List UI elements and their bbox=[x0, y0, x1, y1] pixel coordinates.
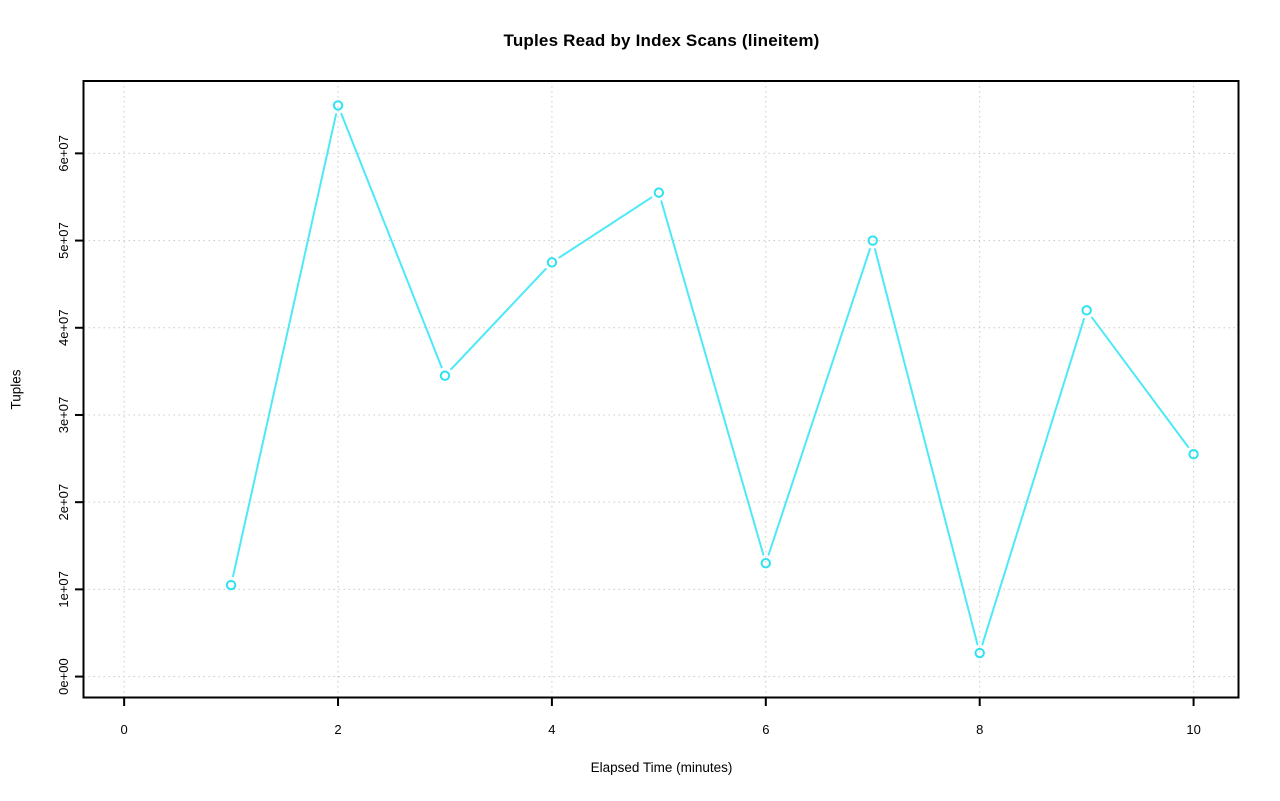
series-line-segment bbox=[660, 200, 765, 556]
x-tick-label: 10 bbox=[1186, 722, 1200, 737]
plot-border bbox=[82, 80, 1240, 699]
chart-title: Tuples Read by Index Scans (lineitem) bbox=[503, 31, 820, 50]
data-point bbox=[974, 647, 985, 659]
series-line-segment bbox=[874, 248, 979, 646]
series-line-segment bbox=[558, 196, 653, 259]
y-tick-label: 3e+07 bbox=[56, 397, 71, 434]
series-line-segment bbox=[232, 113, 338, 578]
data-point bbox=[1081, 305, 1092, 316]
data-point bbox=[867, 235, 878, 246]
x-tick-label: 6 bbox=[762, 722, 769, 737]
y-tick-label: 4e+07 bbox=[56, 310, 71, 347]
data-point bbox=[546, 257, 558, 268]
y-tick-label: 0e+00 bbox=[56, 658, 71, 695]
data-point bbox=[332, 100, 344, 111]
data-point bbox=[225, 579, 237, 591]
x-tick-label: 4 bbox=[548, 722, 555, 737]
series-line-segment bbox=[767, 248, 871, 556]
series-line-segment bbox=[1091, 316, 1190, 448]
x-tick-label: 0 bbox=[121, 722, 128, 737]
y-tick-label: 1e+07 bbox=[56, 571, 71, 608]
y-tick-label: 5e+07 bbox=[56, 222, 71, 259]
series-line-segment bbox=[450, 267, 547, 371]
y-tick-label: 6e+07 bbox=[56, 135, 71, 172]
data-point bbox=[653, 187, 665, 198]
series-line-segment bbox=[981, 317, 1085, 646]
data-point bbox=[1188, 449, 1199, 460]
x-tick-label: 2 bbox=[334, 722, 341, 737]
data-point bbox=[760, 558, 772, 569]
y-tick-label: 2e+07 bbox=[56, 484, 71, 521]
x-axis-label: Elapsed Time (minutes) bbox=[590, 760, 733, 775]
x-tick-label: 8 bbox=[976, 722, 983, 737]
data-point bbox=[439, 370, 451, 381]
series-line-segment bbox=[340, 112, 443, 369]
